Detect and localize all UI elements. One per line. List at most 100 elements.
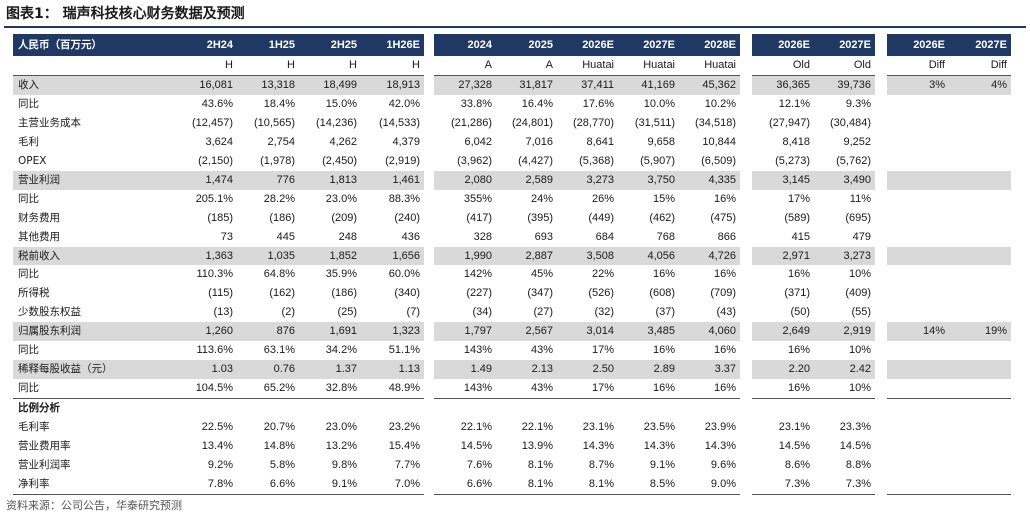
group-gap bbox=[875, 170, 887, 190]
row-label: 收入 bbox=[13, 75, 174, 95]
row-label: 少数股东权益 bbox=[18, 306, 81, 319]
table-cell: 142% bbox=[463, 268, 492, 281]
table-cell: 3,014 bbox=[557, 322, 618, 342]
table-cell: (240) bbox=[394, 211, 420, 224]
col-header: 2027E bbox=[814, 34, 875, 56]
table-cell: (186) bbox=[331, 287, 357, 300]
group-gap bbox=[424, 437, 434, 456]
table-cell bbox=[887, 418, 949, 437]
table-row: 主营业务成本 (12,457) (10,565) (14,236) (14,533) (2… bbox=[13, 114, 1011, 133]
group-gap bbox=[875, 399, 887, 418]
table-cell: 16% bbox=[713, 192, 736, 205]
table-cell: (371) bbox=[784, 287, 810, 300]
table-cell: 12.1% bbox=[778, 97, 810, 110]
table-cell: 51.1% bbox=[388, 344, 420, 357]
table-cell: 1.13 bbox=[361, 360, 424, 380]
table-cell: 34.2% bbox=[325, 344, 357, 357]
group-gap bbox=[424, 284, 434, 303]
table-cell: 248 bbox=[338, 230, 357, 243]
table-cell: 1,990 bbox=[434, 246, 496, 266]
table-cell: 9,658 bbox=[647, 135, 675, 148]
group-gap bbox=[424, 246, 434, 266]
table-cell: (462) bbox=[649, 211, 675, 224]
group-gap bbox=[875, 303, 887, 322]
table-cell: 4% bbox=[949, 75, 1011, 95]
table-cell bbox=[949, 474, 1011, 495]
table-cell bbox=[752, 398, 814, 419]
header-row: 人民币（百万元） 2H24 1H25 2H25 1H26E 2024 2025 … bbox=[13, 34, 1011, 56]
table-cell: (28,770) bbox=[573, 116, 614, 129]
table-cell: 479 bbox=[852, 230, 871, 243]
table-row: 稀释每股收益（元） 1.03 0.76 1.37 1.13 1.49 2.13 2.50 2.8… bbox=[13, 360, 1011, 380]
table-cell: 8.6% bbox=[784, 459, 810, 472]
col-header: 2027E bbox=[949, 34, 1011, 56]
group-gap bbox=[740, 190, 752, 209]
table-row: 营业利润率 9.2% 5.8% 9.8% 7.7% 7.6% 8.1% 8.7% 9.1% 9.6… bbox=[13, 456, 1011, 475]
group-gap bbox=[424, 475, 434, 494]
table-cell: (37) bbox=[655, 306, 675, 319]
table-cell bbox=[949, 303, 1011, 322]
table-cell: (13) bbox=[213, 306, 233, 319]
table-cell: 4,060 bbox=[679, 322, 740, 342]
table-cell: 8.8% bbox=[845, 459, 871, 472]
section-heading-row: 比例分析 bbox=[13, 398, 1011, 419]
group-gap bbox=[424, 379, 434, 398]
group-gap bbox=[740, 341, 752, 360]
table-cell: (6,509) bbox=[701, 154, 736, 167]
table-row: 少数股东权益 (13) (2) (25) (7) (34) (27) (32) (37) (43)… bbox=[13, 303, 1011, 322]
table-cell: 42.0% bbox=[388, 97, 420, 110]
table-cell: 6.6% bbox=[434, 474, 496, 495]
table-cell: 48.9% bbox=[388, 382, 420, 395]
table-cell bbox=[679, 398, 740, 419]
row-label: 净利率 bbox=[13, 474, 174, 495]
table-cell: 143% bbox=[463, 382, 492, 395]
table-cell: (34,518) bbox=[695, 116, 736, 129]
table-cell: (340) bbox=[394, 287, 420, 300]
row-label: 税前收入 bbox=[13, 246, 174, 266]
table-cell: (50) bbox=[790, 306, 810, 319]
table-cell: 5.8% bbox=[269, 459, 295, 472]
table-cell: 11% bbox=[849, 192, 871, 205]
group-gap bbox=[424, 152, 434, 171]
group-gap bbox=[875, 152, 887, 171]
table-cell: 436 bbox=[401, 230, 420, 243]
table-cell bbox=[496, 398, 557, 419]
table-cell: 16% bbox=[787, 344, 810, 357]
group-gap bbox=[875, 475, 887, 494]
table-cell: 37,411 bbox=[557, 75, 618, 95]
col-subheader: H bbox=[361, 56, 424, 76]
table-cell bbox=[949, 246, 1011, 266]
group-gap bbox=[740, 322, 752, 342]
table-cell: 6.6% bbox=[237, 474, 299, 495]
table-cell: 3,273 bbox=[557, 170, 618, 190]
group-gap bbox=[740, 399, 752, 418]
row-label: 毛利 bbox=[18, 135, 39, 148]
table-cell: (589) bbox=[784, 211, 810, 224]
table-cell: 16% bbox=[713, 268, 736, 281]
table-cell: (3,962) bbox=[457, 154, 492, 167]
table-cell: 23.0% bbox=[325, 192, 357, 205]
table-cell: 33.8% bbox=[460, 97, 492, 110]
table-cell: 14.3% bbox=[704, 440, 736, 453]
table-cell: 10% bbox=[848, 268, 871, 281]
table-cell bbox=[887, 456, 949, 475]
col-subheader: H bbox=[237, 56, 299, 76]
group-gap bbox=[424, 56, 434, 75]
title-divider bbox=[4, 26, 1026, 28]
col-header: 2026E bbox=[557, 34, 618, 56]
table-cell: 7.0% bbox=[361, 474, 424, 495]
table-cell: 104.5% bbox=[195, 382, 233, 395]
table-cell: (10,565) bbox=[254, 116, 295, 129]
table-cell: (12,457) bbox=[192, 116, 233, 129]
col-subheader: A bbox=[496, 56, 557, 76]
group-gap bbox=[424, 360, 434, 380]
col-header: 2027E bbox=[618, 34, 679, 56]
group-gap bbox=[424, 303, 434, 322]
table-cell: 16.4% bbox=[521, 97, 553, 110]
table-cell: (2,450) bbox=[322, 154, 357, 167]
table-cell bbox=[887, 474, 949, 495]
table-cell: (21,286) bbox=[451, 116, 492, 129]
table-cell bbox=[949, 379, 1011, 398]
table-cell: (115) bbox=[208, 287, 233, 300]
table-cell: 10% bbox=[848, 382, 871, 395]
